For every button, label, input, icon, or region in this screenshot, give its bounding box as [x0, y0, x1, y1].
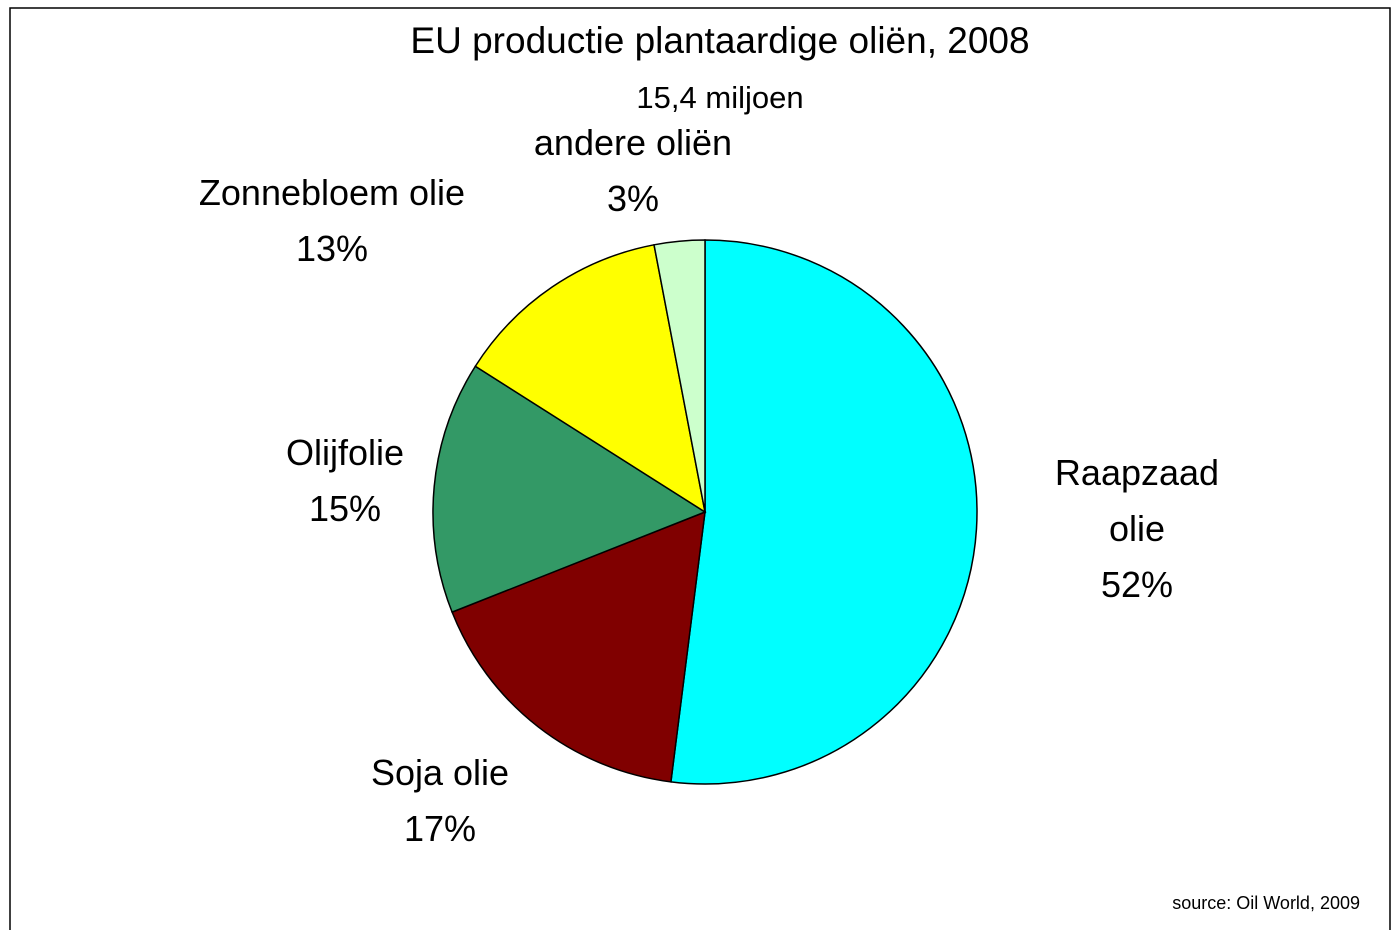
chart-title: EU productie plantaardige oliën, 2008 — [410, 20, 1030, 61]
pie-slice — [653, 239, 706, 513]
slice-label: Soja olie 17% — [320, 745, 560, 857]
pie-slice — [451, 510, 706, 783]
frame — [9, 7, 1391, 930]
slice-label: andere oliën 3% — [473, 115, 793, 227]
chart-subtitle: 15,4 miljoen — [636, 80, 804, 115]
pie-slice — [432, 365, 707, 614]
source-note: source: Oil World, 2009 — [1172, 893, 1360, 913]
slice-label: Raapzaad olie 52% — [1027, 445, 1247, 613]
category-label: Soja olie — [370, 752, 510, 793]
value-label: 15% — [308, 488, 382, 529]
value-label: 17% — [403, 808, 477, 849]
value-label: 3% — [606, 178, 660, 219]
pie — [432, 239, 978, 785]
category-label: Olijfolie — [285, 432, 405, 473]
slice-label: Zonnebloem olie 13% — [197, 165, 467, 277]
value-label: 52% — [1100, 564, 1174, 605]
slice-label: Olijfolie 15% — [225, 425, 465, 537]
category-label: andere oliën — [533, 122, 733, 163]
value-label: 13% — [295, 228, 369, 269]
category-label: Zonnebloem olie — [198, 172, 466, 213]
category-label: Raapzaad olie — [1054, 452, 1220, 549]
pie-slice — [670, 239, 978, 785]
pie-slice — [474, 243, 707, 514]
